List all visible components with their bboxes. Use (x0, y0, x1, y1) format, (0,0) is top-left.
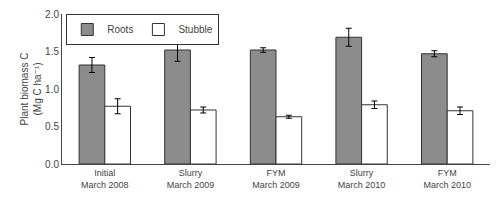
svg-text:Stubble: Stubble (178, 24, 212, 35)
svg-text:FYMMarch 2010: FYMMarch 2010 (423, 168, 471, 190)
svg-text:Plant biomass C(Mg C ha⁻¹): Plant biomass C(Mg C ha⁻¹) (19, 53, 43, 126)
svg-text:InitialMarch 2008: InitialMarch 2008 (81, 168, 129, 190)
svg-text:Roots: Roots (107, 24, 133, 35)
svg-text:SlurryMarch 2009: SlurryMarch 2009 (167, 168, 215, 190)
svg-text:SlurryMarch 2010: SlurryMarch 2010 (338, 168, 386, 190)
svg-text:2.0: 2.0 (45, 9, 59, 20)
svg-text:0.0: 0.0 (45, 159, 59, 170)
svg-text:FYMMarch 2009: FYMMarch 2009 (252, 168, 300, 190)
svg-text:1.5: 1.5 (45, 46, 59, 57)
svg-text:1.0: 1.0 (45, 84, 59, 95)
svg-text:0.5: 0.5 (45, 121, 59, 132)
